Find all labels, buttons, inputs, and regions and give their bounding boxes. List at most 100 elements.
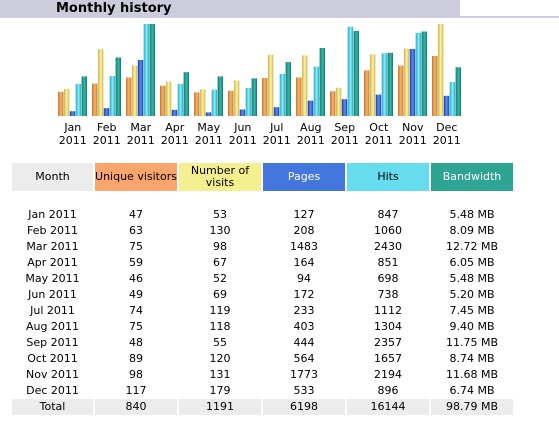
total-cell-hits: 16144 xyxy=(347,399,429,415)
table-row: Sep 2011 48 55 444 2357 11.75 MB xyxy=(12,335,513,351)
cell-pages: 403 xyxy=(293,320,315,333)
monthly-history-chart: Jan2011Feb2011Mar2011Apr2011May2011Jun20… xyxy=(58,24,461,147)
table-row: May 2011 46 52 94 698 5.48 MB xyxy=(12,271,513,287)
cell-hits: 698 xyxy=(377,272,399,285)
cell-hits: 1060 xyxy=(374,224,402,237)
cell-number-of-visits: 98 xyxy=(213,240,227,253)
cell-number-of-visits: 118 xyxy=(209,320,231,333)
month-label: Jan xyxy=(63,121,81,134)
bar-unique-visitors-sep xyxy=(330,91,336,116)
cell-month: Dec 2011 xyxy=(26,384,79,397)
cell-number-of-visits: 131 xyxy=(209,368,231,381)
bar-pages-oct xyxy=(375,94,382,116)
bar-bandwidth-mb-jul xyxy=(285,62,291,116)
cell-hits: 1112 xyxy=(374,304,402,317)
table-header-row: Month Unique visitors Number of visits P… xyxy=(12,163,513,191)
cell-hits: 2357 xyxy=(374,336,402,349)
bar-pages-jan xyxy=(69,111,76,116)
bar-number-of-visits-nov xyxy=(403,48,410,117)
total-cell-number-of-visits: 1191 xyxy=(179,399,261,415)
bar-hits-aug xyxy=(313,66,320,116)
bar-number-of-visits-jan xyxy=(63,88,70,116)
bar-unique-visitors-jan xyxy=(58,91,64,116)
bar-number-of-visits-may xyxy=(199,89,206,116)
year-label: 2011 xyxy=(59,134,87,147)
cell-month: Nov 2011 xyxy=(26,368,79,381)
section-header-underline xyxy=(460,16,559,18)
year-label: 2011 xyxy=(263,134,291,147)
cell-number-of-visits: 130 xyxy=(209,224,231,237)
cell-pages: 533 xyxy=(293,384,315,397)
bar-hits-sep xyxy=(347,26,354,116)
bar-number-of-visits-aug xyxy=(301,55,308,116)
bar-hits-jul xyxy=(279,73,286,116)
cell-bandwidth: 12.72 MB xyxy=(445,240,499,253)
cell-month: Jun 2011 xyxy=(28,288,77,301)
total-cell-month: Total xyxy=(12,399,93,415)
table-row: Apr 2011 59 67 164 851 6.05 MB xyxy=(12,255,513,271)
bar-unique-visitors-oct xyxy=(364,70,370,116)
bar-bandwidth-mb-dec xyxy=(455,67,461,116)
cell-bandwidth: 5.20 MB xyxy=(449,288,495,301)
bar-hits-may xyxy=(211,89,218,116)
table-row: Oct 2011 89 120 564 1657 8.74 MB xyxy=(12,351,513,367)
cell-pages: 172 xyxy=(293,288,315,301)
cell-bandwidth: 6.05 MB xyxy=(449,256,495,269)
total-cell-bandwidth: 98.79 MB xyxy=(431,399,513,415)
bar-pages-dec xyxy=(443,95,450,116)
bar-pages-jul xyxy=(273,107,280,116)
bar-unique-visitors-dec xyxy=(432,55,438,116)
table-row: Jun 2011 49 69 172 738 5.20 MB xyxy=(12,287,513,303)
cell-number-of-visits: 119 xyxy=(209,304,231,317)
bar-pages-apr xyxy=(171,109,178,116)
bar-pages-jun xyxy=(239,109,246,116)
bar-unique-visitors-aug xyxy=(296,77,302,116)
bar-bandwidth-mb-apr xyxy=(183,72,189,116)
header-bandwidth: Bandwidth xyxy=(431,163,513,191)
cell-number-of-visits: 69 xyxy=(213,288,227,301)
table-row: Mar 2011 75 98 1483 2430 12.72 MB xyxy=(12,239,513,255)
header-number-of-visits: Number of visits xyxy=(179,163,261,191)
cell-hits: 847 xyxy=(377,208,399,221)
cell-month: May 2011 xyxy=(25,272,80,285)
year-label: 2011 xyxy=(229,134,257,147)
bar-hits-feb xyxy=(109,75,116,116)
year-label: 2011 xyxy=(195,134,223,147)
bar-hits-nov xyxy=(415,32,422,116)
cell-unique-visitors: 98 xyxy=(129,368,143,381)
bar-hits-oct xyxy=(381,53,388,116)
bar-bandwidth-mb-sep xyxy=(353,31,359,116)
cell-number-of-visits: 52 xyxy=(213,272,227,285)
cell-pages: 127 xyxy=(293,208,315,221)
cell-unique-visitors: 46 xyxy=(129,272,143,285)
bar-bandwidth-mb-oct xyxy=(387,52,393,116)
table-row: Feb 2011 63 130 208 1060 8.09 MB xyxy=(12,223,513,239)
bar-bandwidth-mb-nov xyxy=(421,31,427,116)
cell-unique-visitors: 74 xyxy=(129,304,143,317)
cell-bandwidth: 8.74 MB xyxy=(449,352,495,365)
cell-month: Feb 2011 xyxy=(27,224,78,237)
cell-month: Jan 2011 xyxy=(28,208,77,221)
cell-unique-visitors: 49 xyxy=(129,288,143,301)
cell-pages: 1773 xyxy=(290,368,318,381)
cell-pages: 164 xyxy=(293,256,315,269)
header-unique-visitors: Unique visitors xyxy=(95,163,177,191)
cell-hits: 851 xyxy=(377,256,399,269)
bar-hits-jun xyxy=(245,88,252,116)
year-label: 2011 xyxy=(161,134,189,147)
cell-unique-visitors: 47 xyxy=(129,208,143,221)
bar-pages-feb xyxy=(103,108,110,116)
month-label: Mar xyxy=(130,121,151,134)
month-label: Apr xyxy=(165,121,185,134)
bar-number-of-visits-dec xyxy=(437,24,444,116)
cell-month: Mar 2011 xyxy=(26,240,79,253)
bar-number-of-visits-feb xyxy=(97,49,104,117)
month-label: Aug xyxy=(300,121,321,134)
cell-hits: 1657 xyxy=(374,352,402,365)
cell-number-of-visits: 67 xyxy=(213,256,227,269)
monthly-stats-table: Month Unique visitors Number of visits P… xyxy=(10,163,515,415)
cell-bandwidth: 11.68 MB xyxy=(445,368,499,381)
month-label: Nov xyxy=(402,121,424,134)
bar-bandwidth-mb-mar xyxy=(149,24,155,116)
table-body: Jan 2011 47 53 127 847 5.48 MB Feb 2011 63 130 20… xyxy=(12,207,513,415)
